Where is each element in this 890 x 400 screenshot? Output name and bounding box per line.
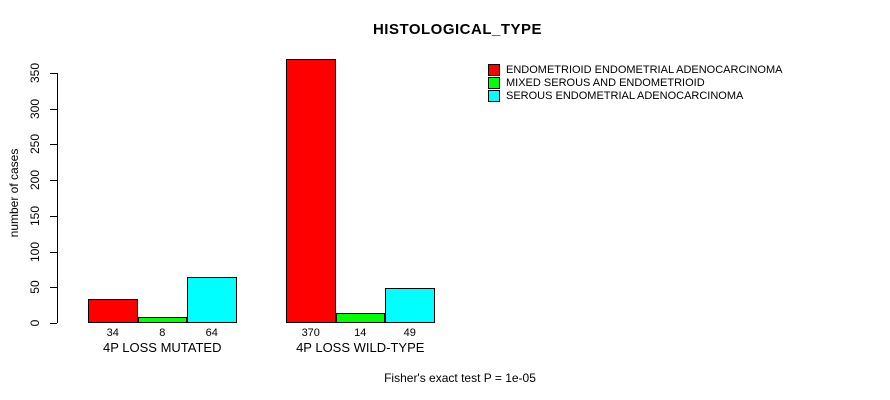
- legend-label: SEROUS ENDOMETRIAL ADENOCARCINOMA: [506, 90, 744, 103]
- bar: [88, 299, 138, 323]
- legend-item: ENDOMETRIOID ENDOMETRIAL ADENOCARCINOMA: [488, 63, 782, 76]
- y-tick-label: 100: [28, 241, 42, 262]
- bar: [286, 59, 336, 323]
- legend-label: ENDOMETRIOID ENDOMETRIAL ADENOCARCINOMA: [506, 63, 783, 76]
- y-axis-title: number of cases: [7, 148, 21, 238]
- y-tick-label: 50: [28, 280, 42, 294]
- bar-value-label: 49: [403, 327, 416, 339]
- bar: [187, 277, 237, 323]
- legend-swatch: [488, 63, 500, 76]
- y-axis-tick: [50, 108, 57, 110]
- y-tick-label: 150: [28, 205, 42, 226]
- bar: [137, 317, 187, 323]
- legend-swatch: [488, 76, 500, 89]
- bar-value-label: 14: [354, 327, 367, 339]
- y-axis-tick: [50, 287, 57, 289]
- y-axis-tick: [50, 323, 57, 324]
- legend-swatch: [488, 90, 500, 103]
- y-tick-label: 250: [28, 134, 42, 155]
- x-category-label: 4P LOSS MUTATED: [103, 340, 222, 355]
- legend-item: MIXED SEROUS AND ENDOMETRIOID: [488, 76, 782, 89]
- legend-label: MIXED SEROUS AND ENDOMETRIOID: [506, 76, 705, 89]
- legend-item: SEROUS ENDOMETRIAL ADENOCARCINOMA: [488, 90, 782, 103]
- y-axis-tick: [50, 144, 57, 146]
- bar-value-label: 64: [205, 327, 218, 339]
- y-axis-line: [57, 73, 58, 323]
- y-tick-label: 300: [28, 98, 42, 119]
- y-tick-label: 0: [28, 319, 42, 327]
- legend: ENDOMETRIOID ENDOMETRIAL ADENOCARCINOMA M…: [488, 63, 782, 103]
- bar-value-label: 8: [159, 327, 166, 339]
- bar: [385, 288, 435, 323]
- y-tick-label: 350: [28, 62, 42, 84]
- bar: [335, 313, 385, 323]
- chart-title: HISTOLOGICAL_TYPE: [372, 21, 543, 38]
- bar-value-label: 34: [106, 327, 119, 339]
- y-axis-tick: [50, 73, 57, 74]
- x-category-label: 4P LOSS WILD-TYPE: [296, 340, 425, 355]
- statistical-annotation: Fisher's exact test P = 1e-05: [384, 371, 536, 385]
- y-axis-tick: [50, 215, 57, 217]
- bar-value-label: 370: [301, 327, 320, 339]
- y-axis-tick: [50, 251, 57, 253]
- y-axis-tick: [50, 180, 57, 182]
- y-tick-label: 200: [28, 170, 42, 191]
